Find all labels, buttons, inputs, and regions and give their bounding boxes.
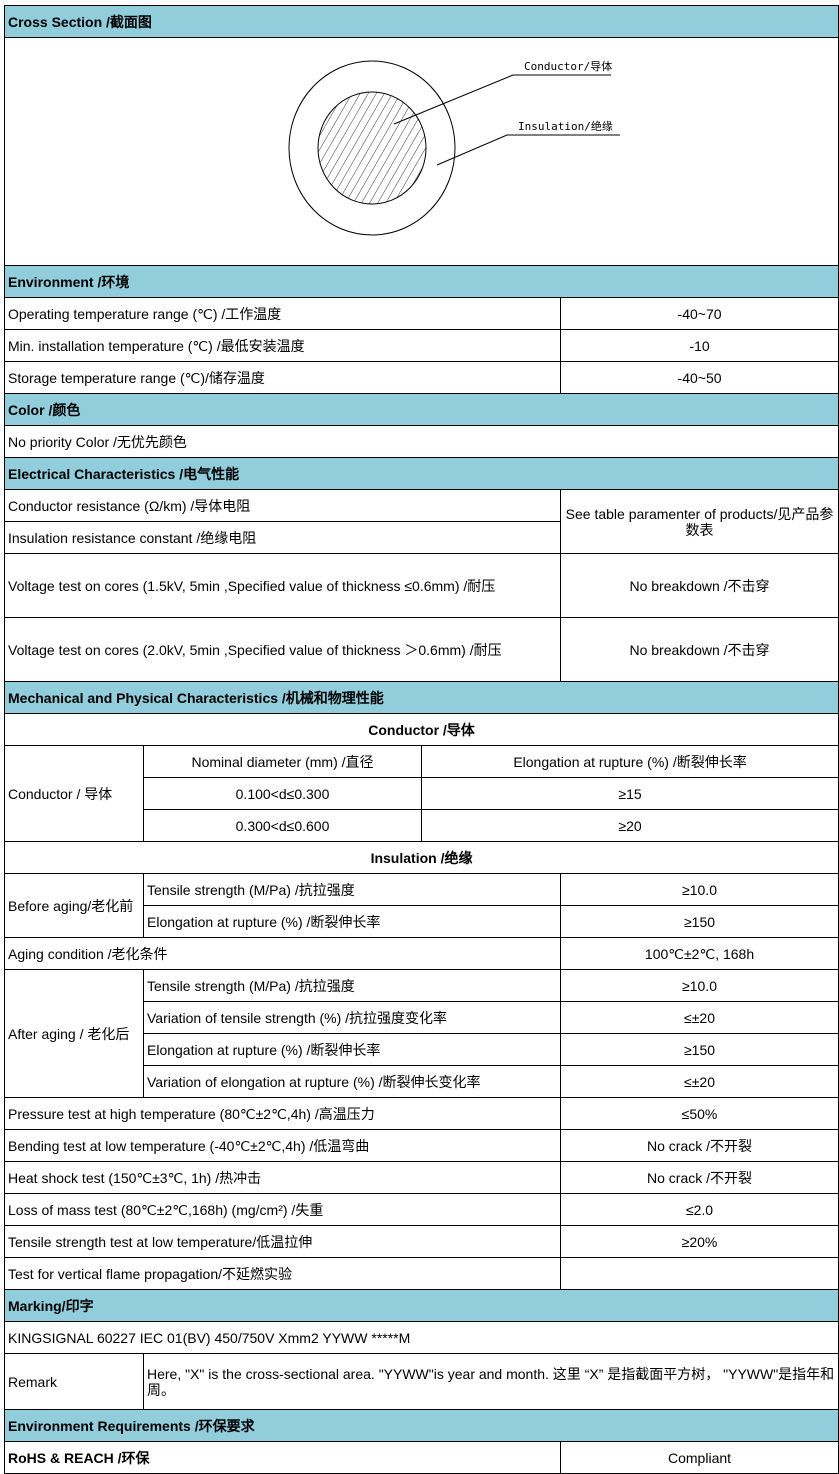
row-value: -40~70 xyxy=(559,297,839,330)
row-value: No breakdown /不击穿 xyxy=(559,617,839,682)
elongation-cell: ≥20 xyxy=(420,809,839,842)
row-label: Aging condition /老化条件 xyxy=(4,937,561,970)
table-row: Aging condition /老化条件 100℃±2℃, 168h xyxy=(4,937,839,970)
cross-section-diagram: Conductor/导体 Insulation/绝缘 xyxy=(3,37,839,266)
row-value: No crack /不开裂 xyxy=(559,1161,839,1194)
row-label: Variation of tensile strength (%) /抗拉强度变… xyxy=(143,1001,561,1034)
row-label: Storage temperature range (℃)/储存温度 xyxy=(4,361,561,394)
row-value: ≤±20 xyxy=(559,1065,839,1098)
row-label: Elongation at rupture (%) /断裂伸长率 xyxy=(143,1033,561,1066)
table-row: After aging / 老化后 Tensile strength (M/Pa)… xyxy=(4,969,839,1098)
remark-label: Remark xyxy=(4,1353,144,1410)
environment-requirements-header: Environment Requirements /环保要求 xyxy=(3,1409,839,1442)
elongation-cell: ≥15 xyxy=(420,777,839,810)
before-aging-label: Before aging/老化前 xyxy=(4,873,144,938)
row-value: -10 xyxy=(559,329,839,362)
row-value: ≥20% xyxy=(559,1225,839,1258)
diameter-cell: 0.300<d≤0.600 xyxy=(143,809,422,842)
insulation-subheader: Insulation /绝缘 xyxy=(3,841,839,874)
conductor-core xyxy=(317,91,427,205)
row-value xyxy=(559,1257,839,1290)
rohs-label: RoHS & REACH /环保 xyxy=(4,1441,561,1474)
row-value: ≥10.0 xyxy=(559,969,839,1002)
row-label: Elongation at rupture (%) /断裂伸长率 xyxy=(143,905,561,938)
conductor-leader-line xyxy=(393,74,611,125)
insulation-ring xyxy=(288,60,456,236)
table-row: Elongation at rupture (%) /断裂伸长率 ≥150 xyxy=(5,1033,839,1066)
conductor-label: Conductor/导体 xyxy=(524,59,612,73)
spec-table: Cross Section /截面图 Conductor/导体 Insulati… xyxy=(3,5,839,1474)
row-value: ≥10.0 xyxy=(559,873,839,906)
table-row: Storage temperature range (℃)/储存温度 -40~50 xyxy=(4,361,839,394)
row-label: Voltage test on cores (2.0kV, 5min ,Spec… xyxy=(4,617,561,682)
row-label: Conductor resistance (Ω/km) /导体电阻 xyxy=(4,489,561,522)
row-value: ≤2.0 xyxy=(559,1193,839,1226)
insulation-label: Insulation/绝缘 xyxy=(518,119,613,133)
table-row: Conductor / 导体 Nominal diameter (mm) /直径 E… xyxy=(4,745,839,842)
insulation-leader-line xyxy=(436,134,620,166)
row-label: Tensile strength (M/Pa) /抗拉强度 xyxy=(143,969,561,1002)
row-value: No breakdown /不击穿 xyxy=(559,553,839,618)
electrical-header: Electrical Characteristics /电气性能 xyxy=(3,457,839,490)
diameter-cell: 0.100<d≤0.300 xyxy=(143,777,422,810)
row-label: Min. installation temperature (℃) /最低安装温… xyxy=(4,329,561,362)
row-label: Voltage test on cores (1.5kV, 5min ,Spec… xyxy=(4,553,561,618)
table-row: Pressure test at high temperature (80℃±2… xyxy=(4,1097,839,1130)
row-label: Operating temperature range (℃) /工作温度 xyxy=(4,297,561,330)
table-row: Operating temperature range (℃) /工作温度 -40… xyxy=(4,297,839,330)
row-value: -40~50 xyxy=(559,361,839,394)
marking-header: Marking/印字 xyxy=(3,1289,839,1322)
table-row: Heat shock test (150℃±3℃, 1h) /热冲击 No cra… xyxy=(4,1161,839,1194)
table-row: Test for vertical flame propagation/不延燃实… xyxy=(4,1257,839,1290)
column-header: Elongation at rupture (%) /断裂伸长率 xyxy=(420,745,839,778)
row-value: ≥150 xyxy=(559,905,839,938)
row-label: Insulation resistance constant /绝缘电阻 xyxy=(4,521,561,554)
table-row: Min. installation temperature (℃) /最低安装温… xyxy=(4,329,839,362)
row-value: ≤±20 xyxy=(559,1001,839,1034)
row-label: Variation of elongation at rupture (%) /… xyxy=(143,1065,561,1098)
row-label: Heat shock test (150℃±3℃, 1h) /热冲击 xyxy=(4,1161,561,1194)
cable-cross-section-icon: Conductor/导体 Insulation/绝缘 xyxy=(288,59,620,236)
conductor-subheader: Conductor /导体 xyxy=(3,713,839,746)
color-header: Color /颜色 xyxy=(3,393,839,426)
rohs-value: Compliant xyxy=(559,1441,839,1474)
row-label: Loss of mass test (80℃±2℃,168h) (mg/cm²)… xyxy=(4,1193,561,1226)
table-row: Before aging/老化前 Tensile strength (M/Pa) … xyxy=(4,873,839,938)
table-row: Variation of elongation at rupture (%) /… xyxy=(5,1065,839,1098)
row-value: See table paramenter of products/见产品参数表 xyxy=(559,489,839,554)
table-row: 0.100<d≤0.300 ≥15 xyxy=(5,777,839,810)
row-label: Tensile strength (M/Pa) /抗拉强度 xyxy=(143,873,561,906)
row-label: Test for vertical flame propagation/不延燃实… xyxy=(4,1257,561,1290)
conductor-row-label: Conductor / 导体 xyxy=(4,745,144,842)
table-row: RoHS & REACH /环保 Compliant xyxy=(4,1441,839,1474)
table-row: Voltage test on cores (1.5kV, 5min ,Spec… xyxy=(4,553,839,618)
table-row: Tensile strength test at low temperature… xyxy=(4,1225,839,1258)
row-value: ≤50% xyxy=(559,1097,839,1130)
color-text: No priority Color /无优先颜色 xyxy=(3,425,839,458)
row-label: Pressure test at high temperature (80℃±2… xyxy=(4,1097,561,1130)
row-value: No crack /不开裂 xyxy=(559,1129,839,1162)
row-label: Bending test at low temperature (-40℃±2℃… xyxy=(4,1129,561,1162)
row-value: 100℃±2℃, 168h xyxy=(559,937,839,970)
table-row: Bending test at low temperature (-40℃±2℃… xyxy=(4,1129,839,1162)
table-row: Loss of mass test (80℃±2℃,168h) (mg/cm²)… xyxy=(4,1193,839,1226)
column-header: Nominal diameter (mm) /直径 xyxy=(143,745,422,778)
remark-text: Here, "X" is the cross-sectional area. "… xyxy=(142,1353,839,1410)
table-row: Variation of tensile strength (%) /抗拉强度变… xyxy=(5,1001,839,1034)
marking-text: KINGSIGNAL 60227 IEC 01(BV) 450/750V Xmm… xyxy=(3,1321,839,1354)
row-value: ≥150 xyxy=(559,1033,839,1066)
row-label: Tensile strength test at low temperature… xyxy=(4,1225,561,1258)
environment-header: Environment /环境 xyxy=(3,265,839,298)
cross-section-header: Cross Section /截面图 xyxy=(3,5,839,38)
table-row: Conductor resistance (Ω/km) /导体电阻 See tab… xyxy=(4,489,839,554)
table-row: Voltage test on cores (2.0kV, 5min ,Spec… xyxy=(4,617,839,682)
table-row: Remark Here, "X" is the cross-sectional a… xyxy=(4,1353,839,1410)
table-row: Insulation resistance constant /绝缘电阻 xyxy=(4,521,839,554)
table-row: 0.300<d≤0.600 ≥20 xyxy=(5,809,839,842)
after-aging-label: After aging / 老化后 xyxy=(4,969,144,1098)
table-row: Elongation at rupture (%) /断裂伸长率 ≥150 xyxy=(5,905,839,938)
mechanical-header: Mechanical and Physical Characteristics … xyxy=(3,681,839,714)
